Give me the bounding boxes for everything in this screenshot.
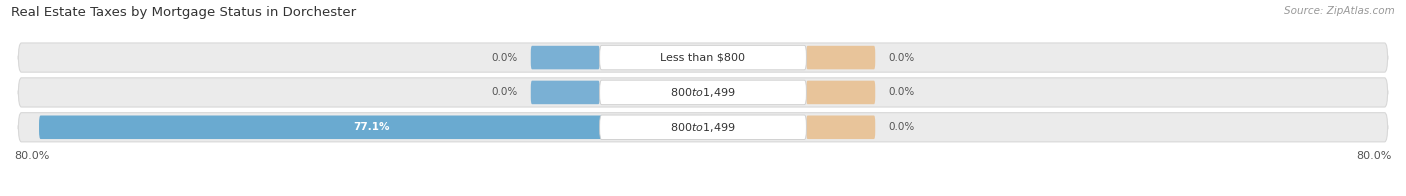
Text: Real Estate Taxes by Mortgage Status in Dorchester: Real Estate Taxes by Mortgage Status in … (11, 6, 356, 19)
FancyBboxPatch shape (807, 81, 875, 104)
Text: 0.0%: 0.0% (889, 122, 914, 132)
FancyBboxPatch shape (599, 45, 807, 70)
Text: 0.0%: 0.0% (889, 53, 914, 63)
FancyBboxPatch shape (531, 81, 599, 104)
FancyBboxPatch shape (18, 113, 1388, 142)
Text: 80.0%: 80.0% (1357, 151, 1392, 161)
FancyBboxPatch shape (807, 46, 875, 69)
Text: $800 to $1,499: $800 to $1,499 (671, 121, 735, 134)
FancyBboxPatch shape (18, 78, 1388, 107)
Text: $800 to $1,499: $800 to $1,499 (671, 86, 735, 99)
Text: 80.0%: 80.0% (14, 151, 49, 161)
Text: 0.0%: 0.0% (492, 53, 517, 63)
FancyBboxPatch shape (39, 115, 703, 139)
FancyBboxPatch shape (18, 43, 1388, 72)
FancyBboxPatch shape (599, 80, 807, 105)
Text: 0.0%: 0.0% (889, 87, 914, 97)
Text: Less than $800: Less than $800 (661, 53, 745, 63)
Text: Source: ZipAtlas.com: Source: ZipAtlas.com (1284, 6, 1395, 16)
Text: 77.1%: 77.1% (353, 122, 389, 132)
FancyBboxPatch shape (807, 115, 875, 139)
FancyBboxPatch shape (531, 46, 599, 69)
FancyBboxPatch shape (599, 115, 807, 140)
Text: 0.0%: 0.0% (492, 87, 517, 97)
